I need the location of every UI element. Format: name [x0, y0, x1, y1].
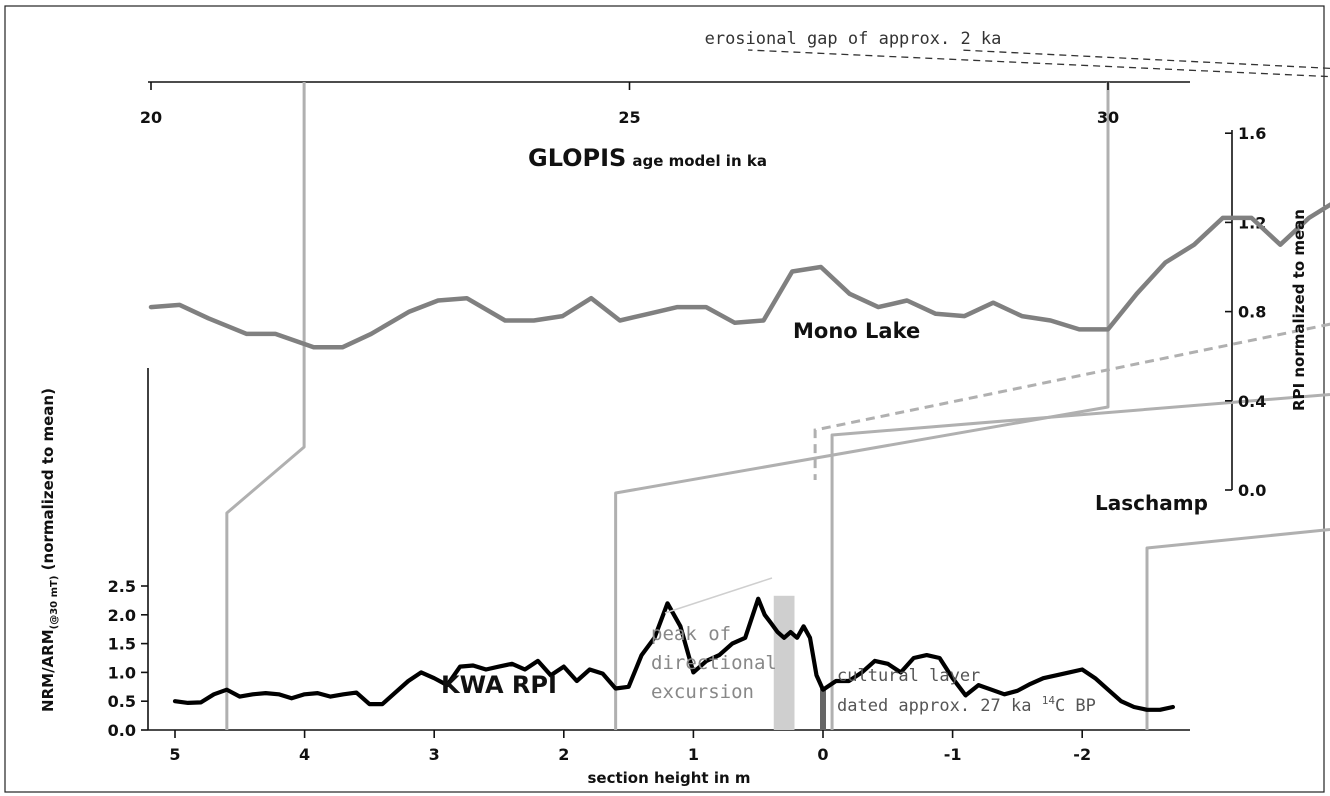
tie-line-3: [830, 392, 1330, 730]
leftTicks-label-0: 0.0: [108, 721, 136, 740]
left-axis-label: NRM/ARM(@30 mT) (normalized to mean): [39, 388, 60, 712]
left-axis-ticks: 0.0 0.5 1.0 1.5 2.0 2.5: [108, 577, 148, 740]
cultural-layer-line-1: cultural layer: [837, 666, 980, 686]
tie-line-4: [1145, 527, 1330, 730]
glopis-title-label: GLOPIS age model in ka: [528, 144, 767, 172]
leftTicks-label-2: 1.0: [108, 663, 136, 682]
peak-directional-excursion-band: [773, 595, 795, 730]
bottomTicks-label-2: 3: [429, 745, 440, 764]
cultural-layer-bp: C BP: [1055, 696, 1096, 716]
erosional-gap-annotation: erosional gap of approx. 2 ka ?: [705, 29, 1330, 480]
bottomTicks-label-7: -2: [1073, 745, 1091, 764]
top-axis-ticks: 2025303540: [140, 82, 1119, 127]
glopis-series-line: [148, 202, 1330, 350]
rightTicks-label-4: 1.6: [1238, 124, 1266, 143]
bottomTicks-label-3: 2: [558, 745, 569, 764]
peak-excursion-line-1: peak of: [651, 623, 731, 645]
cultural-layer-bar: [820, 688, 826, 730]
topTicks-label-1: 25: [618, 108, 640, 127]
peak-excursion-leader: [664, 577, 773, 614]
rightTicks-label-2: 0.8: [1238, 303, 1266, 322]
leftTicks-label-1: 0.5: [108, 692, 136, 711]
tie-line-2: [614, 82, 1110, 730]
kwa-rpi-label: KWA RPI: [441, 671, 557, 699]
peak-excursion-annotation: peak of directional excursion: [651, 577, 777, 703]
peak-excursion-line-3: excursion: [651, 681, 754, 703]
cultural-layer-date: dated approx. 27 ka: [837, 696, 1042, 716]
bottom-axis-label: section height in m: [588, 769, 751, 787]
cultural-layer-annotation: cultural layer dated approx. 27 ka 14C B…: [837, 666, 1096, 716]
right-axis-label: RPI normalized to mean: [1290, 209, 1308, 411]
tie-line-1: [225, 82, 306, 730]
topTicks-label-2: 30: [1097, 108, 1119, 127]
erosional-gap-line: [813, 322, 1330, 480]
topTicks-label-0: 20: [140, 108, 162, 127]
leftTicks-label-5: 2.5: [108, 577, 136, 596]
gap-leader-left: [747, 49, 1330, 78]
bottomTicks-label-5: 0: [817, 745, 828, 764]
leftTicks-label-4: 2.0: [108, 606, 136, 625]
left-axis-label-tail: (normalized to mean): [39, 388, 57, 576]
rightTicks-label-1: 0.4: [1238, 392, 1266, 411]
laschamp-label: Laschamp: [1095, 491, 1208, 515]
mono-lake-label: Mono Lake: [793, 319, 920, 343]
figure-frame: [4, 5, 1325, 793]
left-axis-label-main: NRM/ARM: [39, 629, 57, 712]
glopis-label: GLOPIS: [528, 144, 626, 172]
bottomTicks-label-6: -1: [944, 745, 962, 764]
cultural-layer-line-2: dated approx. 27 ka 14C BP: [837, 694, 1096, 716]
bottomTicks-label-4: 1: [688, 745, 699, 764]
erosional-gap-label: erosional gap of approx. 2 ka: [705, 29, 1002, 49]
bottom-axis-ticks: 5 4 3 2 1 0 -1 -2: [169, 730, 1091, 764]
glopis-sublabel: age model in ka: [632, 152, 767, 170]
leftTicks-label-3: 1.5: [108, 635, 136, 654]
cultural-layer-c14-sup: 14: [1042, 694, 1056, 707]
bottomTicks-label-1: 4: [299, 745, 310, 764]
peak-excursion-line-2: directional: [651, 652, 777, 674]
tie-lines: [225, 82, 1330, 730]
kwa-rpi-series-line: [172, 596, 1175, 712]
bottomTicks-label-0: 5: [169, 745, 180, 764]
gap-leader-right: [959, 49, 1330, 69]
rightTicks-label-0: 0.0: [1238, 481, 1266, 500]
left-axis-label-sub: (@30 mT): [49, 576, 60, 630]
